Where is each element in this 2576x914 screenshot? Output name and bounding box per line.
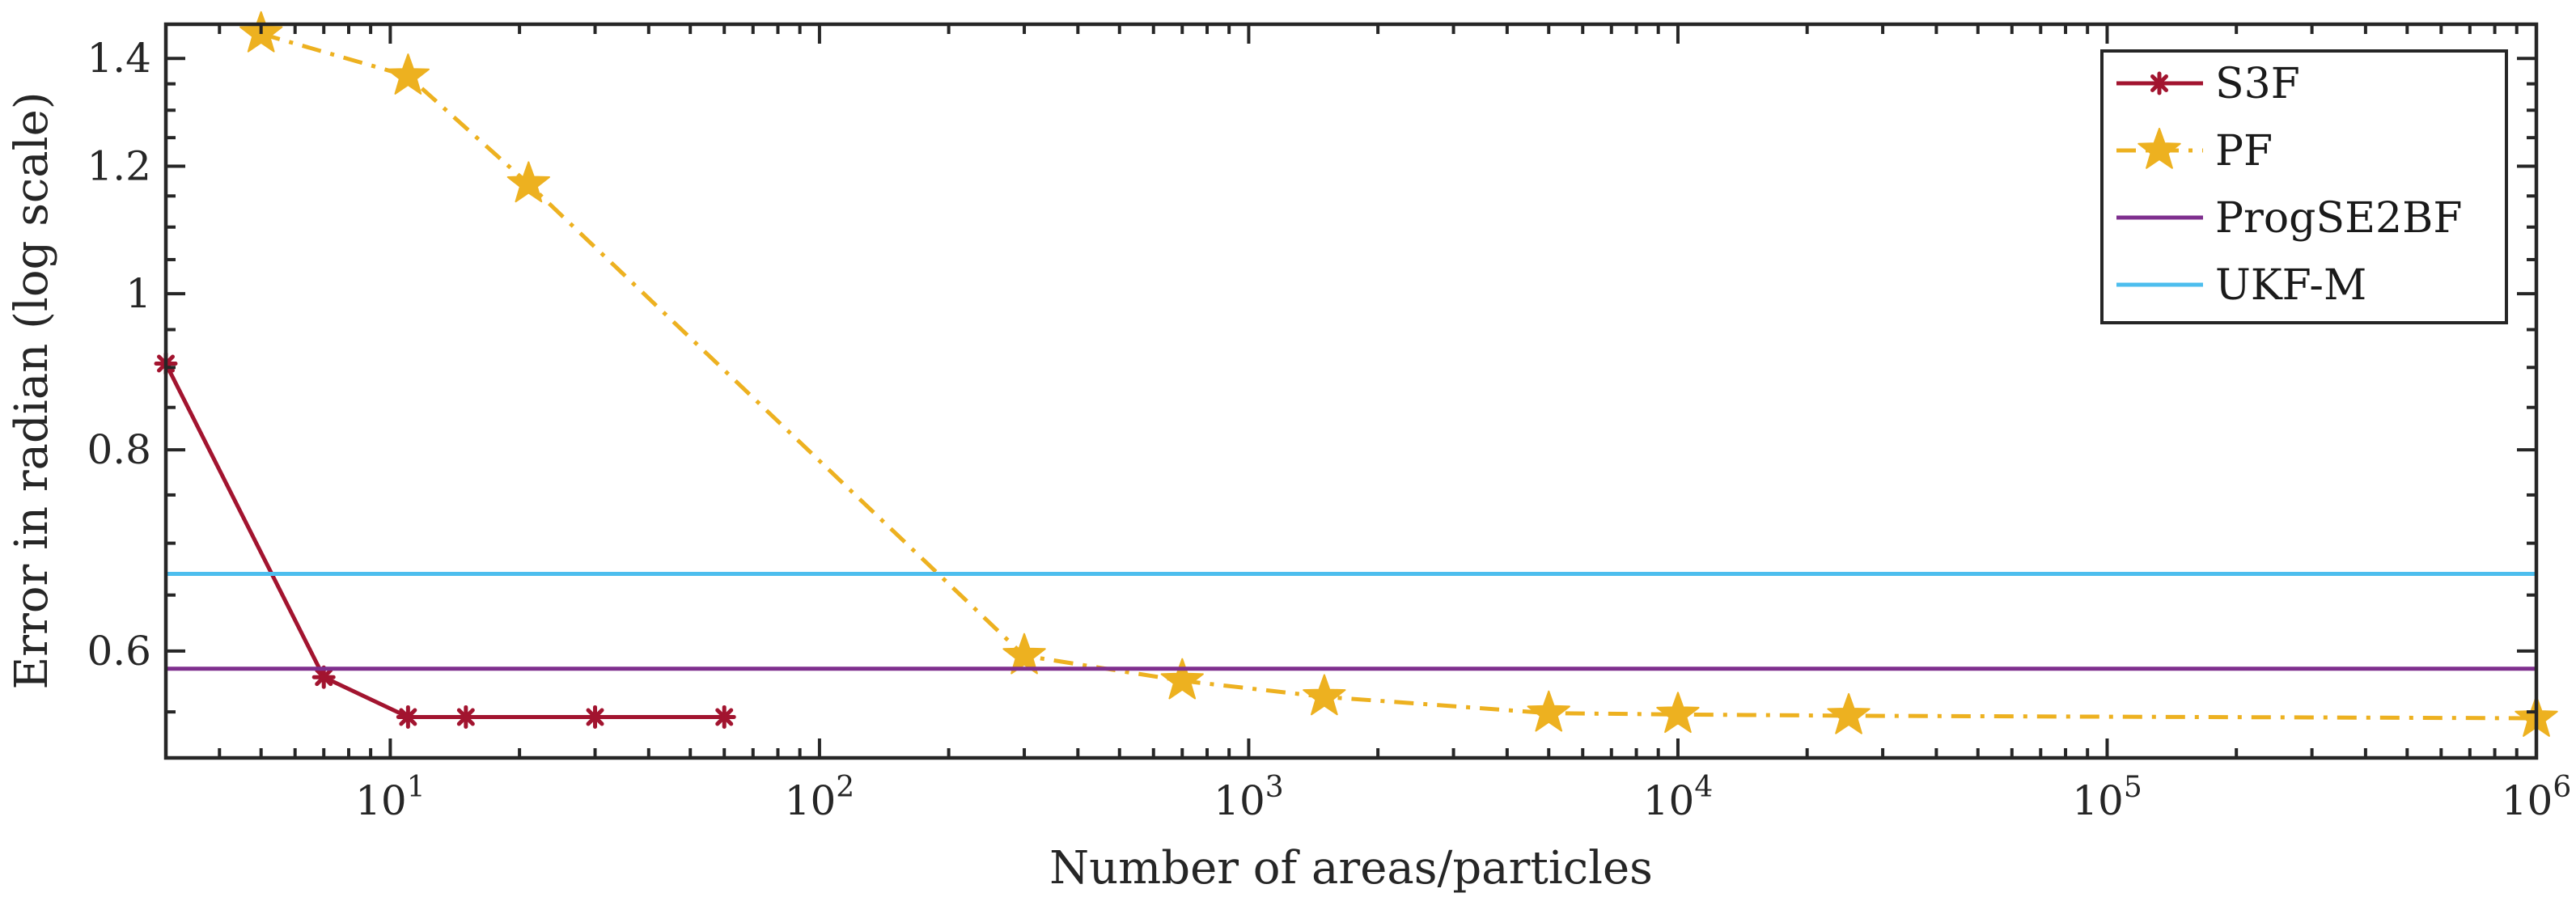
y-tick-label: 0.6 (87, 628, 151, 675)
data-point-s3f (583, 705, 608, 729)
asterisk-center (320, 674, 328, 681)
legend-label-pf: PF (2215, 127, 2273, 176)
legend-label-s3f: S3F (2215, 60, 2300, 108)
y-tick-label: 1.4 (87, 35, 151, 82)
x-tick-label: 102 (785, 771, 855, 824)
legend-item-pf: PF (2116, 127, 2273, 176)
series-line-s3f (163, 362, 725, 719)
data-point-pf (1160, 658, 1204, 700)
asterisk-center (405, 713, 412, 721)
asterisk-center (2156, 80, 2163, 87)
data-point-pf (386, 53, 430, 95)
data-point-s3f (712, 705, 736, 729)
legend-item-ukf-m: UKF-M (2116, 261, 2366, 310)
legend-label-progse2bf: ProgSE2BF (2215, 194, 2462, 243)
plot-area-frame (163, 22, 2539, 760)
y-tick-label: 1.2 (87, 142, 151, 189)
data-point-pf (1527, 690, 1570, 732)
y-axis-title: Error in radian (log scale) (6, 91, 58, 689)
data-point-pf (1656, 692, 1700, 734)
y-axis: 0.6 0.8 1 1.2 1.4 (87, 35, 2536, 714)
series-line-pf (261, 32, 2537, 721)
legend: S3F PF ProgSE2BF UKF-M (2100, 49, 2508, 324)
series-s3f (154, 351, 736, 729)
data-point-pf (1827, 692, 1871, 734)
x-tick-label: 106 (2502, 771, 2572, 824)
asterisk-center (721, 713, 728, 721)
x-tick-label: 104 (1643, 771, 1714, 824)
x-tick-label: 105 (2072, 771, 2142, 824)
x-axis: 101 102 103 104 105 106 (164, 24, 2572, 824)
legend-marker-pf (2137, 128, 2181, 169)
legend-box (2100, 49, 2508, 324)
data-point-s3f (396, 705, 420, 729)
x-tick-label: 101 (355, 771, 426, 824)
x-axis-title: Number of areas/particles (1049, 842, 1653, 895)
data-point-s3f (454, 705, 478, 729)
asterisk-center (591, 713, 599, 721)
y-tick-label: 1 (125, 270, 151, 317)
data-point-pf (1303, 674, 1346, 716)
y-tick-label: 0.8 (87, 426, 151, 473)
data-point-pf (506, 161, 550, 203)
legend-item-progse2bf: ProgSE2BF (2116, 194, 2462, 243)
x-tick-label: 103 (1214, 771, 1284, 824)
legend-label-ukf-m: UKF-M (2215, 261, 2366, 310)
asterisk-center (462, 713, 469, 721)
legend-marker-s3f (2147, 71, 2171, 95)
data-point-pf (1002, 633, 1046, 675)
legend-item-s3f: S3F (2116, 60, 2300, 108)
